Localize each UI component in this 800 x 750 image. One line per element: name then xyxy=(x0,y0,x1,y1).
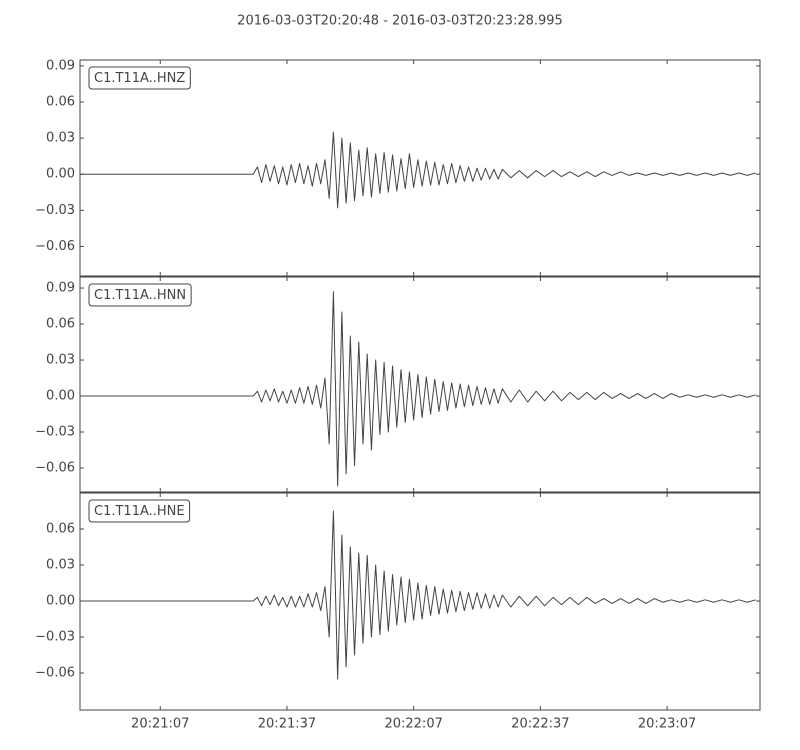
y-tick-label: 0.00 xyxy=(46,167,75,182)
y-tick-label: 0.03 xyxy=(46,558,75,573)
legend-box xyxy=(88,499,191,523)
figure-title: 2016-03-03T20:20:48 - 2016-03-03T20:23:2… xyxy=(237,14,563,29)
y-tick-label: 0.03 xyxy=(46,131,75,146)
x-tick-label: 20:22:07 xyxy=(384,717,442,732)
y-tick-label: −0.03 xyxy=(35,630,75,645)
y-tick-label: −0.06 xyxy=(35,239,75,254)
y-tick-label: 0.06 xyxy=(46,317,75,332)
axes-frame xyxy=(79,276,761,493)
y-tick-label: −0.06 xyxy=(35,666,75,681)
axes-frame xyxy=(79,59,761,277)
y-tick-label: 0.09 xyxy=(46,58,75,73)
legend-label: C1.T11A..HNE xyxy=(94,504,185,519)
legend-label: C1.T11A..HNN xyxy=(94,288,186,303)
y-tick-label: 0.00 xyxy=(46,389,75,404)
legend-box xyxy=(88,283,192,307)
x-tick-label: 20:21:37 xyxy=(258,717,316,732)
y-tick-label: −0.06 xyxy=(35,461,75,476)
y-tick-label: 0.09 xyxy=(46,281,75,296)
x-tick-label: 20:21:07 xyxy=(131,717,189,732)
x-tick-label: 20:23:07 xyxy=(638,717,696,732)
y-tick-label: −0.03 xyxy=(35,203,75,218)
x-tick-label: 20:22:37 xyxy=(511,717,569,732)
y-tick-label: 0.00 xyxy=(46,594,75,609)
legend-label: C1.T11A..HNZ xyxy=(94,71,185,86)
y-tick-label: 0.06 xyxy=(46,522,75,537)
waveform xyxy=(80,291,756,487)
waveform xyxy=(80,510,756,680)
y-tick-label: 0.06 xyxy=(46,94,75,109)
waveform xyxy=(80,131,756,209)
y-tick-label: 0.03 xyxy=(46,353,75,368)
legend-box xyxy=(88,66,191,90)
y-tick-label: −0.03 xyxy=(35,425,75,440)
